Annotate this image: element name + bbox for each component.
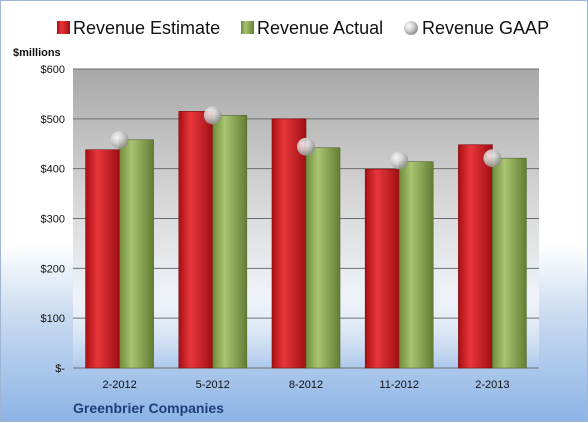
x-tick-labels: 2-2012 5-2012 8-2012 11-2012 2-2013	[102, 379, 509, 391]
bar-revenue-estimate	[178, 111, 214, 369]
gaap-markers	[110, 106, 502, 170]
y-tick-label: $600	[41, 64, 65, 76]
legend-swatch-estimate	[57, 21, 70, 34]
bar-revenue-estimate	[85, 149, 120, 369]
legend-label-actual: Revenue Actual	[257, 18, 383, 38]
bars	[85, 111, 527, 369]
x-tick-label: 11-2012	[379, 379, 419, 391]
marker-revenue-gaap	[203, 106, 222, 125]
y-tick-label: $100	[41, 313, 65, 325]
bar-revenue-actual	[398, 161, 434, 369]
y-axis-label: $millions	[13, 47, 61, 59]
y-tick-label: $200	[41, 263, 65, 275]
y-tick-labels: $- $100 $200 $300 $400 $500 $600	[41, 64, 66, 375]
x-tick-label: 5-2012	[196, 379, 230, 391]
bar-revenue-estimate	[364, 168, 400, 369]
marker-revenue-gaap	[297, 137, 315, 156]
bar-revenue-actual	[305, 147, 341, 369]
legend-label-gaap: Revenue GAAP	[422, 18, 549, 38]
y-tick-label: $400	[41, 164, 65, 176]
x-tick-label: 2-2013	[475, 379, 509, 391]
legend: Revenue Estimate Revenue Actual Revenue …	[57, 18, 549, 38]
marker-revenue-gaap	[110, 130, 129, 149]
y-tick-label: $300	[41, 214, 65, 226]
chart-title: Greenbrier Companies	[73, 400, 224, 416]
bar-revenue-actual	[119, 139, 154, 369]
marker-revenue-gaap	[483, 149, 502, 168]
legend-swatch-actual	[241, 21, 254, 34]
bar-revenue-estimate	[271, 118, 307, 369]
bar-revenue-actual	[492, 157, 527, 369]
legend-marker-gaap	[404, 21, 418, 35]
y-tick-label: $-	[55, 363, 65, 375]
legend-label-estimate: Revenue Estimate	[73, 18, 220, 38]
marker-revenue-gaap	[390, 151, 409, 170]
x-tick-label: 2-2012	[102, 379, 136, 391]
bar-revenue-estimate	[458, 144, 493, 369]
x-tick-label: 8-2012	[289, 379, 323, 391]
y-tick-label: $500	[41, 114, 65, 126]
bar-revenue-actual	[212, 115, 248, 369]
